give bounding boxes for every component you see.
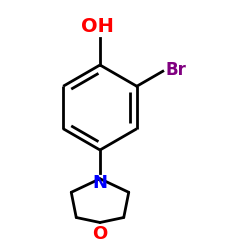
Text: OH: OH [81, 17, 114, 36]
Text: O: O [92, 224, 108, 242]
Text: N: N [92, 174, 108, 192]
Text: Br: Br [165, 61, 186, 79]
